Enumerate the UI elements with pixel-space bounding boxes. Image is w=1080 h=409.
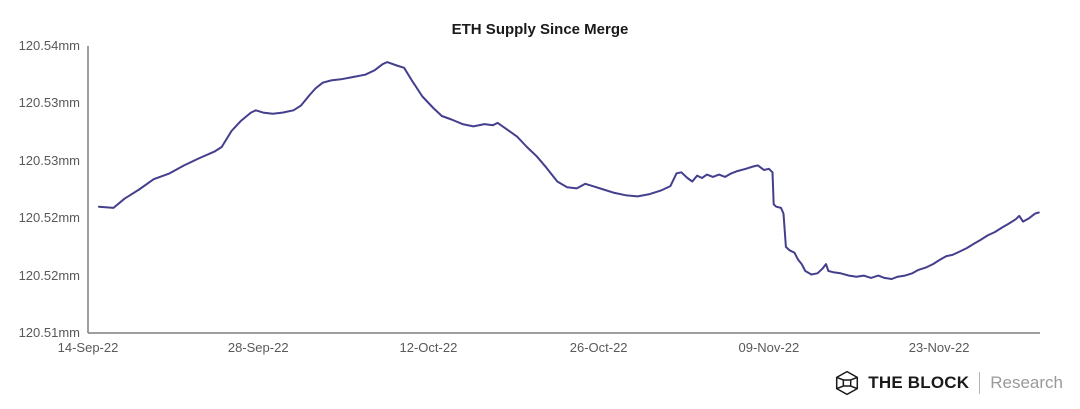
y-tick-label: 120.51mm <box>18 325 80 340</box>
y-tick-label: 120.52mm <box>18 210 80 226</box>
plot-area <box>87 46 1040 334</box>
x-tick-label: 14-Sep-22 <box>57 340 119 355</box>
x-tick-label: 26-Oct-22 <box>569 340 628 355</box>
footer-branding: THE BLOCK Research <box>834 368 1063 398</box>
x-tick-label: 12-Oct-22 <box>399 340 458 355</box>
x-tick-label: 28-Sep-22 <box>227 340 289 355</box>
brand-sub-name: Research <box>990 373 1063 392</box>
y-tick-label: 120.54mm <box>18 38 80 53</box>
y-tick-label: 120.53mm <box>18 152 80 168</box>
brand-name: THE BLOCK <box>868 373 970 392</box>
the-block-cube-icon <box>836 370 859 396</box>
supply-line <box>97 61 1040 280</box>
brand-divider <box>979 372 981 394</box>
x-tick-label: 09-Nov-22 <box>738 340 800 355</box>
y-tick-label: 120.52mm <box>18 267 80 283</box>
chart-title: ETH Supply Since Merge <box>451 21 629 38</box>
y-tick-label: 120.53mm <box>18 95 80 111</box>
x-tick-label: 23-Nov-22 <box>908 340 970 355</box>
